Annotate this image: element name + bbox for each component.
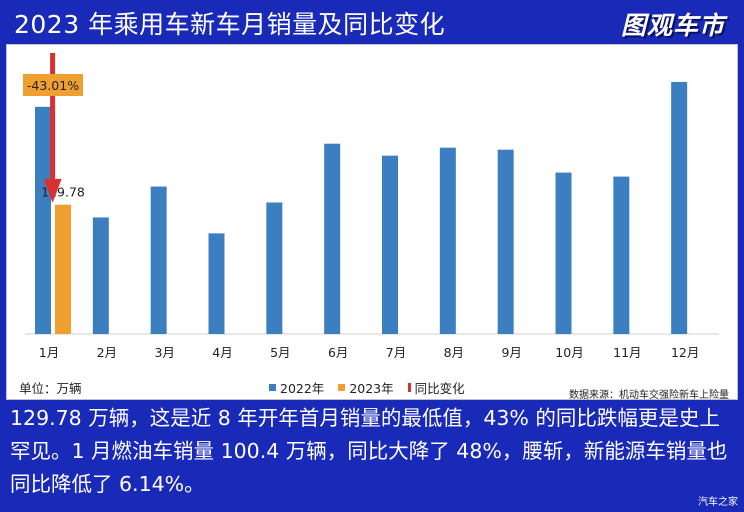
bar-2022-6: [324, 143, 341, 334]
x-tick-label: 6月: [328, 345, 348, 360]
bar-2023-1: [55, 204, 71, 334]
chart-panel: 129.78 1月 2月 3月 4月 5月 6月 7月 8月 9月 10月 11月 12月 -43.01%…: [6, 44, 738, 401]
x-tick-label: 7月: [386, 345, 406, 360]
bar-2022-9: [497, 149, 514, 334]
bar-2022-8: [439, 147, 456, 334]
yoy-label-box: [23, 74, 83, 96]
x-tick-label: 1月: [39, 345, 59, 360]
bar-2022-10: [555, 172, 572, 334]
bar-2022-11: [613, 176, 630, 334]
page-title: 2023 年乘用车新车月销量及同比变化: [14, 10, 446, 39]
bar-2022-5: [266, 202, 283, 334]
legend-label-2022: 2022年: [280, 381, 325, 396]
watermark: 汽车之家: [698, 497, 738, 508]
legend-swatch-2022: [269, 384, 276, 391]
legend-label-2023: 2023年: [349, 381, 394, 396]
x-tick-label: 11月: [613, 345, 641, 360]
bar-2022-4: [208, 233, 225, 334]
yoy-label-text: -43.01%: [27, 78, 79, 93]
yoy-arrow-head: [43, 178, 62, 203]
unit-label: 单位：万辆: [19, 381, 82, 396]
legend-label-yoy: 同比变化: [414, 381, 465, 396]
bar-2022-12: [671, 81, 688, 334]
legend-item-2022: 2022年: [269, 378, 324, 397]
x-tick-label: 5月: [270, 345, 290, 360]
header: 2023 年乘用车新车月销量及同比变化 图观车市: [0, 0, 744, 44]
legend-swatch-yoy: [407, 383, 411, 392]
caption-text: 129.78 万辆，这是近 8 年开年首月销量的最低值，43% 的同比跌幅更是史…: [10, 406, 728, 496]
legend-item-2023: 2023年: [338, 378, 394, 397]
legend-swatch-2023: [338, 384, 346, 391]
logo: 图观车市: [620, 11, 725, 40]
source-note: 数据来源：机动车交强险新车上险量: [569, 390, 729, 401]
bar-2022-2: [92, 217, 109, 334]
x-tick-label: 12月: [671, 345, 699, 360]
x-tick-label: 10月: [555, 345, 583, 360]
legend: 2022年 2023年 同比变化: [269, 378, 465, 397]
x-tick-label: 3月: [154, 345, 174, 360]
bar-2022-7: [382, 155, 398, 334]
x-tick-label: 9月: [501, 345, 521, 360]
x-tick-label: 2月: [97, 345, 117, 360]
bar-2022-1: [35, 106, 51, 334]
legend-item-yoy: 同比变化: [407, 378, 465, 397]
x-tick-label: 4月: [212, 345, 232, 360]
bar-2022-3: [150, 186, 167, 334]
x-tick-label: 8月: [444, 345, 464, 360]
